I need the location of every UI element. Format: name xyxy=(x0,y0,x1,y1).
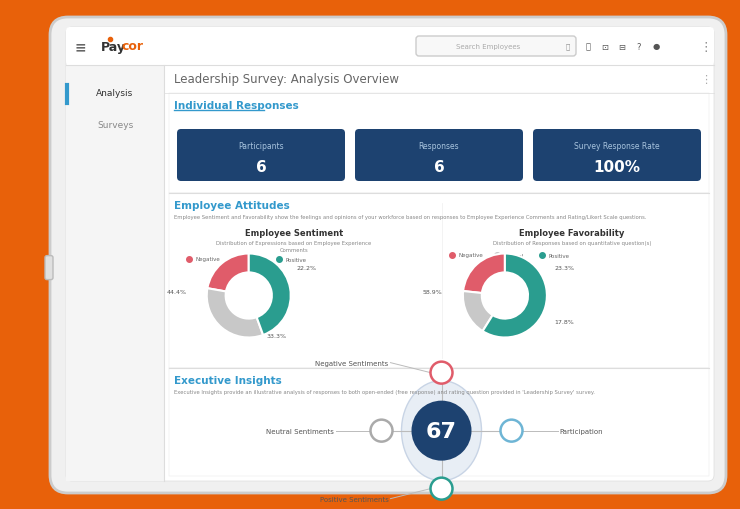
FancyBboxPatch shape xyxy=(66,28,714,481)
Text: Leadership Survey: Analysis Overview: Leadership Survey: Analysis Overview xyxy=(174,73,399,87)
Text: Employee Sentiment: Employee Sentiment xyxy=(245,229,343,238)
Text: Employee Attitudes: Employee Attitudes xyxy=(174,201,290,211)
Text: Comments: Comments xyxy=(280,248,309,253)
Text: Positive Sentiments: Positive Sentiments xyxy=(320,496,388,502)
Text: ⊡: ⊡ xyxy=(602,42,608,51)
Wedge shape xyxy=(463,292,493,331)
Text: Distribution of Expressions based on Employee Experience: Distribution of Expressions based on Emp… xyxy=(216,241,371,246)
FancyBboxPatch shape xyxy=(45,256,53,280)
Text: ⋮: ⋮ xyxy=(700,40,712,53)
Circle shape xyxy=(431,478,452,500)
Text: ⊟: ⊟ xyxy=(619,42,625,51)
Text: Distribution of Responses based on quantitative question(s): Distribution of Responses based on quant… xyxy=(493,241,651,246)
Wedge shape xyxy=(249,254,291,335)
Text: Employee Sentiment and Favorability show the feelings and opinions of your workf: Employee Sentiment and Favorability show… xyxy=(174,215,647,220)
Text: Executive Insights: Executive Insights xyxy=(174,375,282,385)
Text: Neutral Sentiments: Neutral Sentiments xyxy=(266,428,334,434)
Text: ●: ● xyxy=(653,42,659,51)
Wedge shape xyxy=(206,289,263,338)
Text: 33.3%: 33.3% xyxy=(266,334,286,339)
Text: Negative: Negative xyxy=(196,257,221,262)
FancyBboxPatch shape xyxy=(66,28,714,66)
Text: Employee Favorability: Employee Favorability xyxy=(519,229,625,238)
Text: Neutral: Neutral xyxy=(241,257,261,262)
Text: Executive Insights provide an illustrative analysis of responses to both open-en: Executive Insights provide an illustrati… xyxy=(174,390,595,394)
Text: 44.4%: 44.4% xyxy=(166,289,186,294)
Text: 22.2%: 22.2% xyxy=(296,266,316,271)
FancyBboxPatch shape xyxy=(169,369,709,476)
Text: ?: ? xyxy=(636,42,642,51)
Text: 58.9%: 58.9% xyxy=(423,289,443,294)
Text: 17.8%: 17.8% xyxy=(554,319,574,324)
Text: Negative Sentiments: Negative Sentiments xyxy=(315,360,388,366)
Text: Survey Response Rate: Survey Response Rate xyxy=(574,142,660,151)
FancyBboxPatch shape xyxy=(416,37,576,57)
Text: Responses: Responses xyxy=(419,142,460,151)
Wedge shape xyxy=(207,254,249,292)
Text: 🔍: 🔍 xyxy=(566,44,570,50)
Text: Participants: Participants xyxy=(238,142,284,151)
FancyBboxPatch shape xyxy=(177,130,345,182)
Text: Participation: Participation xyxy=(559,428,603,434)
Text: 100%: 100% xyxy=(593,160,641,175)
Text: Pay: Pay xyxy=(101,40,126,53)
Circle shape xyxy=(411,401,471,461)
Text: Positive: Positive xyxy=(548,253,570,258)
Text: Positive: Positive xyxy=(286,257,307,262)
Wedge shape xyxy=(482,254,547,338)
FancyBboxPatch shape xyxy=(169,193,709,369)
Text: cor: cor xyxy=(122,40,144,53)
FancyBboxPatch shape xyxy=(355,130,523,182)
FancyBboxPatch shape xyxy=(50,18,726,493)
Text: Negative: Negative xyxy=(459,253,483,258)
Text: Individual Responses: Individual Responses xyxy=(174,101,299,111)
Circle shape xyxy=(431,362,452,384)
Circle shape xyxy=(500,420,522,442)
FancyBboxPatch shape xyxy=(66,66,164,481)
Text: 🔔: 🔔 xyxy=(585,42,591,51)
Text: 23.3%: 23.3% xyxy=(554,266,574,271)
Text: 6: 6 xyxy=(255,160,266,175)
Text: ⋮: ⋮ xyxy=(701,75,712,85)
FancyBboxPatch shape xyxy=(169,94,709,193)
Circle shape xyxy=(371,420,392,442)
FancyBboxPatch shape xyxy=(533,130,701,182)
Text: Analysis: Analysis xyxy=(96,89,134,98)
Ellipse shape xyxy=(402,381,482,480)
Text: Neutral: Neutral xyxy=(503,253,524,258)
Text: Search Employees: Search Employees xyxy=(456,44,520,50)
Text: 67: 67 xyxy=(426,421,457,441)
Text: ≡: ≡ xyxy=(74,40,86,54)
Text: 6: 6 xyxy=(434,160,445,175)
Wedge shape xyxy=(463,254,505,294)
Text: Surveys: Surveys xyxy=(97,121,133,130)
